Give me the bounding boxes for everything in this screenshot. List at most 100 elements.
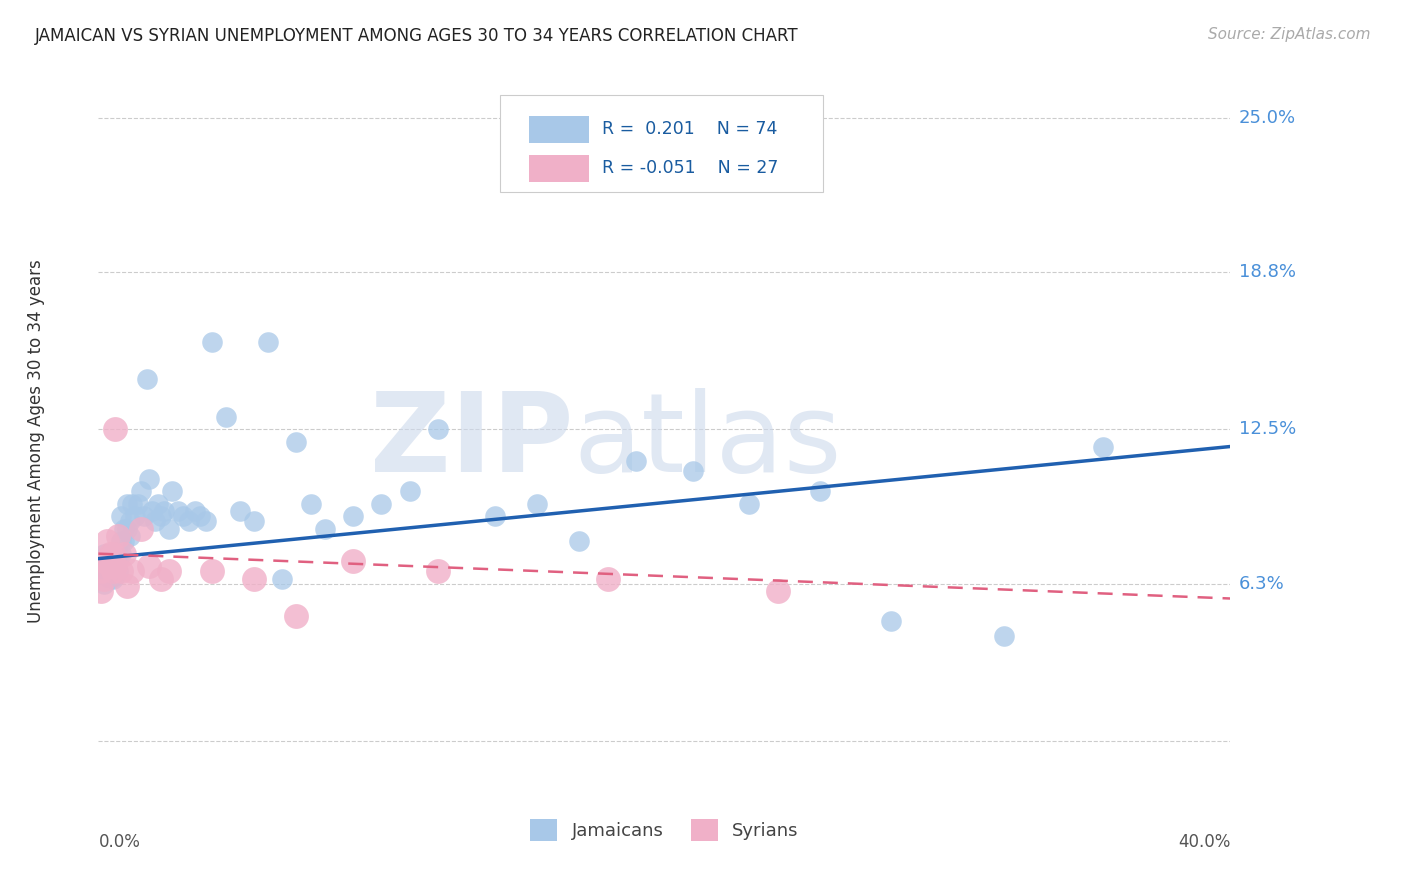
Point xyxy=(129,484,152,499)
Point xyxy=(132,509,155,524)
Point xyxy=(107,564,129,578)
Point xyxy=(107,547,129,561)
Text: 40.0%: 40.0% xyxy=(1178,833,1230,851)
Point xyxy=(101,554,124,568)
Point xyxy=(93,554,115,568)
Point xyxy=(115,497,138,511)
Point xyxy=(138,559,160,574)
Point xyxy=(93,576,115,591)
Point xyxy=(526,497,548,511)
Point xyxy=(342,509,364,524)
Point xyxy=(215,409,238,424)
Point xyxy=(112,547,135,561)
Point xyxy=(285,434,308,449)
Point xyxy=(107,551,129,566)
Point xyxy=(110,564,132,578)
Point xyxy=(98,564,121,578)
Point xyxy=(124,509,146,524)
Point xyxy=(121,564,143,578)
Point xyxy=(194,514,217,528)
Point xyxy=(101,572,124,586)
Point xyxy=(257,334,280,349)
Point xyxy=(98,547,121,561)
Point xyxy=(112,522,135,536)
Point xyxy=(90,551,112,566)
Point xyxy=(342,554,364,568)
Point xyxy=(1091,440,1114,454)
Point xyxy=(110,534,132,549)
Point xyxy=(104,569,127,583)
Point xyxy=(96,534,118,549)
Point xyxy=(121,497,143,511)
Point xyxy=(115,579,138,593)
Point xyxy=(96,569,118,583)
Point xyxy=(149,572,172,586)
Point xyxy=(127,497,149,511)
Point xyxy=(808,484,831,499)
Point xyxy=(98,572,121,586)
Point xyxy=(624,454,647,468)
Point xyxy=(172,509,194,524)
Point xyxy=(98,547,121,561)
Point xyxy=(188,509,211,524)
Point xyxy=(107,529,129,543)
Point xyxy=(766,584,789,599)
Point xyxy=(110,509,132,524)
Text: 6.3%: 6.3% xyxy=(1239,574,1285,592)
FancyBboxPatch shape xyxy=(529,154,589,182)
Point xyxy=(993,629,1015,643)
Point xyxy=(93,572,115,586)
Text: JAMAICAN VS SYRIAN UNEMPLOYMENT AMONG AGES 30 TO 34 YEARS CORRELATION CHART: JAMAICAN VS SYRIAN UNEMPLOYMENT AMONG AG… xyxy=(35,27,799,45)
Point xyxy=(101,564,124,578)
Point xyxy=(160,484,183,499)
Point xyxy=(135,372,157,386)
Point xyxy=(243,572,266,586)
Point xyxy=(738,497,761,511)
FancyBboxPatch shape xyxy=(501,95,823,193)
Point xyxy=(152,504,174,518)
Point xyxy=(104,564,127,578)
Point xyxy=(93,559,115,574)
Text: 0.0%: 0.0% xyxy=(98,833,141,851)
Point xyxy=(149,509,172,524)
Point xyxy=(427,422,450,436)
Point xyxy=(101,564,124,578)
Point xyxy=(484,509,506,524)
Point xyxy=(141,504,163,518)
Point xyxy=(104,559,127,574)
Point xyxy=(101,559,124,574)
Point xyxy=(880,614,903,628)
Point xyxy=(143,514,166,528)
Point xyxy=(229,504,252,518)
Point xyxy=(177,514,200,528)
Point xyxy=(157,522,180,536)
Point xyxy=(427,564,450,578)
Text: 18.8%: 18.8% xyxy=(1239,263,1296,281)
Point xyxy=(682,465,704,479)
Point xyxy=(183,504,205,518)
Text: 12.5%: 12.5% xyxy=(1239,420,1296,438)
Point xyxy=(398,484,420,499)
Point xyxy=(118,529,141,543)
Point xyxy=(370,497,392,511)
Point xyxy=(118,514,141,528)
Point xyxy=(568,534,591,549)
Text: 25.0%: 25.0% xyxy=(1239,109,1296,127)
Text: atlas: atlas xyxy=(574,388,842,495)
Point xyxy=(299,497,322,511)
Point xyxy=(96,554,118,568)
Point xyxy=(104,554,127,568)
Point xyxy=(285,609,308,624)
Text: R = -0.051    N = 27: R = -0.051 N = 27 xyxy=(602,160,779,178)
FancyBboxPatch shape xyxy=(529,116,589,143)
Point xyxy=(96,564,118,578)
Point xyxy=(98,559,121,574)
Text: Unemployment Among Ages 30 to 34 years: Unemployment Among Ages 30 to 34 years xyxy=(27,260,45,624)
Text: ZIP: ZIP xyxy=(370,388,574,495)
Point xyxy=(90,584,112,599)
Legend: Jamaicans, Syrians: Jamaicans, Syrians xyxy=(523,812,806,848)
Point xyxy=(201,334,224,349)
Point xyxy=(129,522,152,536)
Point xyxy=(157,564,180,578)
Point xyxy=(243,514,266,528)
